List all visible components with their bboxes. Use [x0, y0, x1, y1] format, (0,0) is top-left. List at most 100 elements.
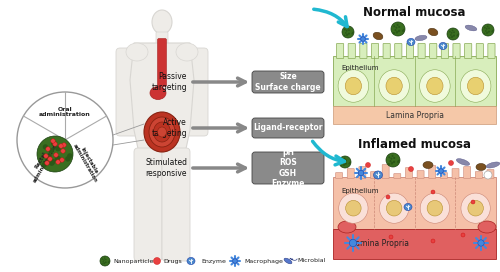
Circle shape [390, 162, 393, 165]
Circle shape [100, 256, 110, 266]
FancyBboxPatch shape [360, 44, 367, 58]
FancyBboxPatch shape [382, 165, 389, 178]
Circle shape [389, 235, 393, 239]
FancyBboxPatch shape [116, 48, 140, 136]
Circle shape [492, 31, 493, 33]
Circle shape [102, 263, 103, 265]
Circle shape [391, 162, 393, 164]
Ellipse shape [126, 43, 148, 61]
Circle shape [453, 35, 454, 37]
Circle shape [56, 146, 60, 152]
Ellipse shape [149, 117, 175, 147]
Circle shape [402, 30, 404, 32]
Circle shape [398, 160, 400, 162]
Circle shape [358, 170, 364, 176]
Ellipse shape [486, 162, 500, 168]
Circle shape [37, 136, 73, 172]
Circle shape [48, 148, 54, 153]
FancyBboxPatch shape [417, 171, 424, 178]
Circle shape [346, 27, 348, 29]
Circle shape [50, 159, 56, 164]
Circle shape [484, 33, 486, 34]
Circle shape [348, 163, 350, 165]
Ellipse shape [380, 193, 409, 223]
Ellipse shape [439, 42, 447, 50]
Circle shape [104, 262, 105, 264]
FancyBboxPatch shape [476, 172, 482, 178]
FancyBboxPatch shape [406, 44, 414, 58]
Ellipse shape [346, 200, 361, 216]
Ellipse shape [468, 77, 484, 95]
FancyBboxPatch shape [464, 44, 472, 58]
Circle shape [451, 32, 452, 34]
Circle shape [451, 36, 453, 38]
Text: Inflamed mucosa: Inflamed mucosa [358, 138, 471, 152]
Ellipse shape [374, 171, 382, 179]
Ellipse shape [476, 163, 486, 171]
Text: Size
Surface charge: Size Surface charge [255, 72, 321, 92]
Circle shape [366, 162, 370, 168]
Ellipse shape [426, 77, 443, 95]
FancyBboxPatch shape [370, 172, 378, 178]
Circle shape [346, 30, 348, 32]
Circle shape [48, 157, 52, 161]
Circle shape [102, 258, 103, 260]
Circle shape [391, 22, 405, 36]
Ellipse shape [404, 203, 412, 211]
Ellipse shape [338, 70, 368, 102]
Ellipse shape [468, 200, 483, 216]
Text: Rectal
administration: Rectal administration [28, 140, 58, 184]
FancyBboxPatch shape [184, 48, 208, 136]
Ellipse shape [144, 112, 180, 152]
Circle shape [17, 92, 113, 188]
Circle shape [49, 160, 54, 166]
Circle shape [104, 263, 105, 264]
Circle shape [448, 160, 454, 165]
Circle shape [340, 165, 342, 166]
Circle shape [398, 26, 400, 28]
Circle shape [461, 233, 465, 237]
Circle shape [431, 190, 435, 194]
Circle shape [484, 27, 486, 29]
Bar [333, 56, 496, 106]
Circle shape [56, 160, 60, 164]
Circle shape [453, 31, 455, 33]
Circle shape [344, 157, 345, 159]
Text: Epithelium: Epithelium [341, 65, 378, 71]
Circle shape [59, 144, 63, 148]
Circle shape [103, 259, 104, 261]
Ellipse shape [158, 127, 166, 137]
Circle shape [388, 163, 390, 165]
FancyBboxPatch shape [347, 169, 354, 178]
Circle shape [431, 239, 435, 243]
Circle shape [233, 259, 237, 263]
Text: Active
targeting: Active targeting [152, 118, 187, 138]
Circle shape [408, 166, 414, 172]
Circle shape [51, 139, 55, 143]
Text: Drugs: Drugs [163, 258, 182, 264]
Circle shape [42, 144, 48, 150]
Circle shape [486, 32, 488, 33]
Circle shape [396, 32, 398, 34]
Text: Microbial: Microbial [297, 258, 326, 264]
Ellipse shape [420, 193, 450, 223]
Circle shape [154, 258, 160, 264]
Circle shape [344, 35, 345, 36]
Circle shape [344, 29, 346, 30]
Circle shape [349, 162, 351, 163]
Circle shape [60, 158, 64, 162]
Circle shape [486, 26, 488, 27]
Ellipse shape [150, 86, 166, 100]
Circle shape [486, 32, 488, 34]
Ellipse shape [386, 200, 402, 216]
Circle shape [447, 28, 459, 40]
Polygon shape [130, 43, 194, 158]
Circle shape [350, 239, 356, 247]
FancyBboxPatch shape [464, 166, 470, 178]
Circle shape [398, 30, 400, 32]
Circle shape [108, 261, 110, 262]
Ellipse shape [427, 200, 442, 216]
FancyBboxPatch shape [162, 148, 190, 261]
FancyBboxPatch shape [252, 118, 324, 138]
Circle shape [478, 240, 484, 246]
